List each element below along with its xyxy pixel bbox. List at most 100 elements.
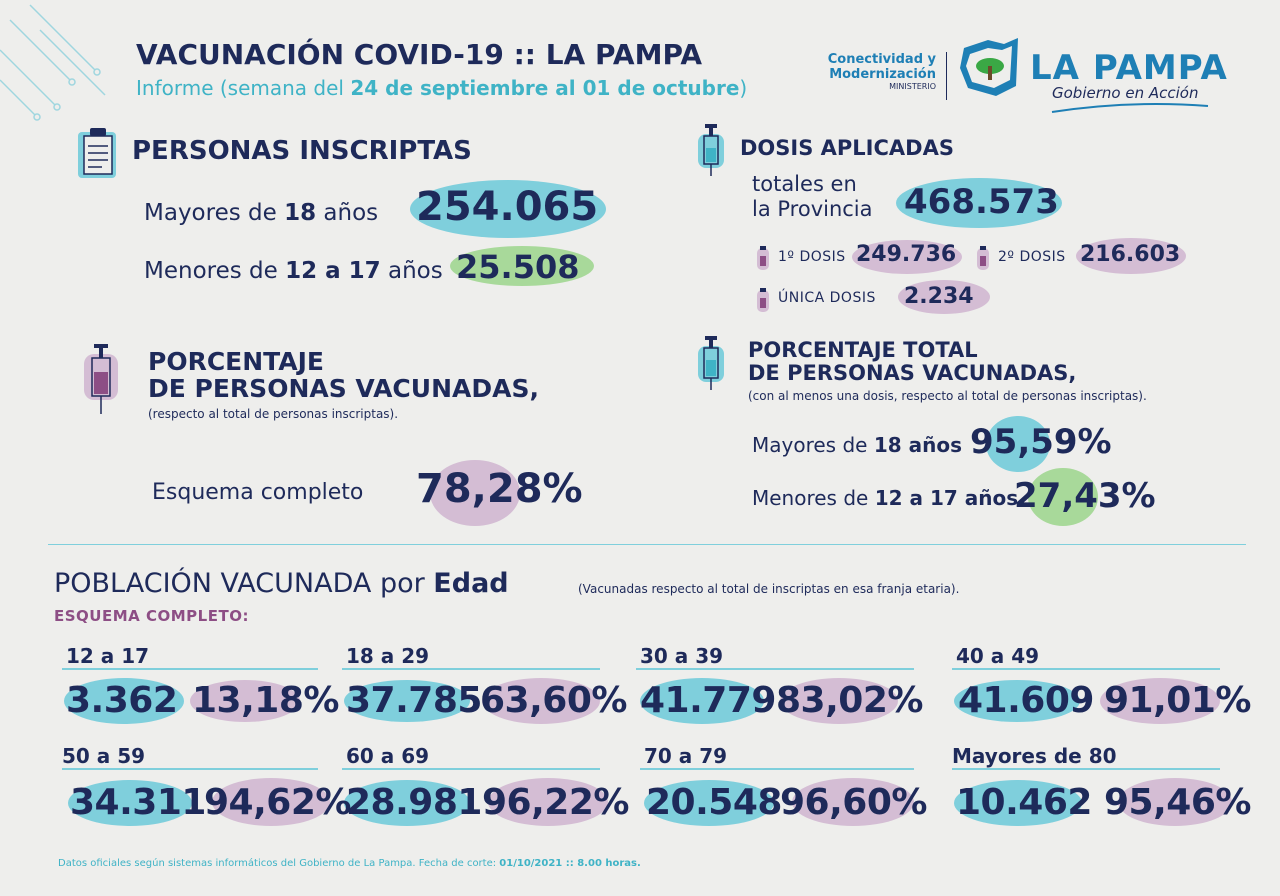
highlight-blob (482, 678, 600, 724)
poblacion-title: POBLACIÓN VACUNADA por Edad (54, 568, 509, 599)
esquema-completo-label: ESQUEMA COMPLETO: (54, 607, 249, 625)
highlight-blob (896, 178, 1062, 228)
age-group-underline (62, 668, 318, 670)
porcentaje-title-line2: DE PERSONAS VACUNADAS, (148, 374, 539, 403)
highlight-blob (1076, 238, 1186, 274)
highlight-blob (644, 780, 774, 826)
age-group-count: 20.548 (646, 782, 782, 823)
footer-date: 01/10/2021 :: 8.00 horas. (499, 858, 641, 869)
porcentaje-total-menores-value: 27,43% (1014, 476, 1156, 516)
dosis-unica-value: 2.234 (904, 284, 974, 309)
vial-icon (977, 246, 989, 270)
porcentaje-total-title-line2: DE PERSONAS VACUNADAS, (748, 361, 1077, 385)
label-pre: Menores de (752, 486, 875, 510)
highlight-blob (954, 680, 1080, 722)
label-pre: Mayores de (752, 433, 874, 457)
age-group-underline (62, 768, 318, 770)
highlight-blob (488, 778, 608, 826)
highlight-blob (852, 240, 962, 274)
age-group-count: 41.609 (958, 680, 1094, 721)
dosis-segunda-label: 2º DOSIS (998, 249, 1066, 265)
dosis-segunda-value: 216.603 (1080, 242, 1181, 267)
label-bold: 12 a 17 (285, 258, 381, 284)
dosis-primera-label: 1º DOSIS (778, 249, 846, 265)
subtitle-prefix: Informe (semana del (136, 76, 351, 100)
highlight-blob (190, 680, 300, 722)
porcentaje-note: (respecto al total de personas inscripta… (148, 407, 399, 421)
porcentaje-title-line1: PORCENTAJE (148, 347, 325, 376)
brand-swoosh (1051, 103, 1209, 113)
dosis-totales-line2: la Provincia (752, 197, 873, 221)
footer-text: Datos oficiales según sistemas informáti… (58, 858, 500, 869)
dosis-unica-label: ÚNICA DOSIS (778, 290, 876, 306)
brand-tagline: Gobierno en Acción (1052, 84, 1199, 102)
inscriptas-mayores-label: Mayores de 18 años (144, 200, 378, 226)
syringe-icon (698, 336, 724, 390)
dosis-totales-line1: totales en (752, 172, 857, 196)
highlight-blob (640, 678, 764, 724)
porcentaje-total-mayores-value: 95,59% (970, 422, 1112, 462)
subtitle-suffix: ) (739, 76, 748, 100)
dosis-primera-value: 249.736 (856, 242, 957, 267)
logo-divider (946, 52, 947, 100)
age-group-percent: 63,60% (480, 680, 627, 721)
circuit-decoration (0, 4, 106, 121)
age-group-percent: 96,60% (780, 782, 927, 823)
label-bold: 18 años (873, 433, 962, 457)
age-group-percent: 91,01% (1104, 680, 1251, 721)
age-group-percent: 83,02% (776, 680, 923, 721)
porcentaje-total-menores-label: Menores de 12 a 17 años (752, 486, 1018, 510)
page-title: VACUNACIÓN COVID-19 :: LA PAMPA (136, 38, 703, 71)
highlight-blob (410, 180, 606, 238)
age-group-underline (952, 668, 1220, 670)
syringe-icon (698, 124, 724, 176)
highlight-blob (986, 416, 1050, 472)
ministry-line2: Modernización (829, 67, 936, 82)
age-group-percent: 96,22% (482, 782, 629, 823)
highlight-blob (64, 678, 184, 724)
dosis-totales-value: 468.573 (904, 182, 1059, 222)
highlight-blob (450, 246, 594, 286)
age-group-count: 37.785 (346, 680, 482, 721)
page-subtitle: Informe (semana del 24 de septiembre al … (136, 76, 747, 100)
porcentaje-total-note: (con al menos una dosis, respecto al tot… (748, 389, 1147, 403)
title-bold: Edad (433, 568, 509, 599)
age-group-label: 70 a 79 (644, 744, 728, 768)
poblacion-note: (Vacunadas respecto al total de inscript… (578, 582, 960, 596)
ministry-line3: MINISTERIO (889, 82, 936, 91)
highlight-blob (212, 778, 330, 826)
highlight-blob (1118, 778, 1232, 826)
syringe-icon (84, 344, 118, 414)
age-group-underline (342, 668, 600, 670)
age-group-percent: 94,62% (204, 782, 351, 823)
inscriptas-mayores-value: 254.065 (416, 184, 599, 230)
ministry-line1: Conectividad y (827, 52, 936, 67)
age-group-underline (636, 668, 914, 670)
label-bold: 18 (284, 200, 317, 226)
brand-name: LA PAMPA (1030, 48, 1228, 88)
age-group-count: 28.981 (346, 782, 482, 823)
label-bold: 12 a 17 años (874, 486, 1019, 510)
vial-icon (757, 246, 769, 270)
footer-note: Datos oficiales según sistemas informáti… (58, 858, 641, 869)
age-group-percent: 95,46% (1104, 782, 1251, 823)
highlight-blob (898, 280, 990, 314)
porcentaje-total-title-line1: PORCENTAJE TOTAL (748, 338, 978, 362)
porcentaje-esquema-value: 78,28% (416, 466, 583, 512)
clipboard-icon (78, 128, 116, 178)
age-group-label: Mayores de 80 (952, 744, 1117, 768)
label-post: años (380, 258, 443, 284)
highlight-blob (1100, 678, 1220, 724)
section-divider (48, 544, 1246, 545)
age-group-label: 50 a 59 (62, 744, 146, 768)
porcentaje-total-mayores-label: Mayores de 18 años (752, 433, 962, 457)
age-group-percent: 13,18% (192, 680, 339, 721)
age-group-label: 12 a 17 (66, 644, 150, 668)
age-group-count: 41.779 (640, 680, 776, 721)
age-group-label: 40 a 49 (956, 644, 1040, 668)
age-group-count: 34.311 (70, 782, 206, 823)
inscriptas-menores-label: Menores de 12 a 17 años (144, 258, 443, 284)
age-group-count: 3.362 (66, 680, 178, 721)
vial-icon (757, 288, 769, 312)
highlight-blob (344, 780, 470, 826)
